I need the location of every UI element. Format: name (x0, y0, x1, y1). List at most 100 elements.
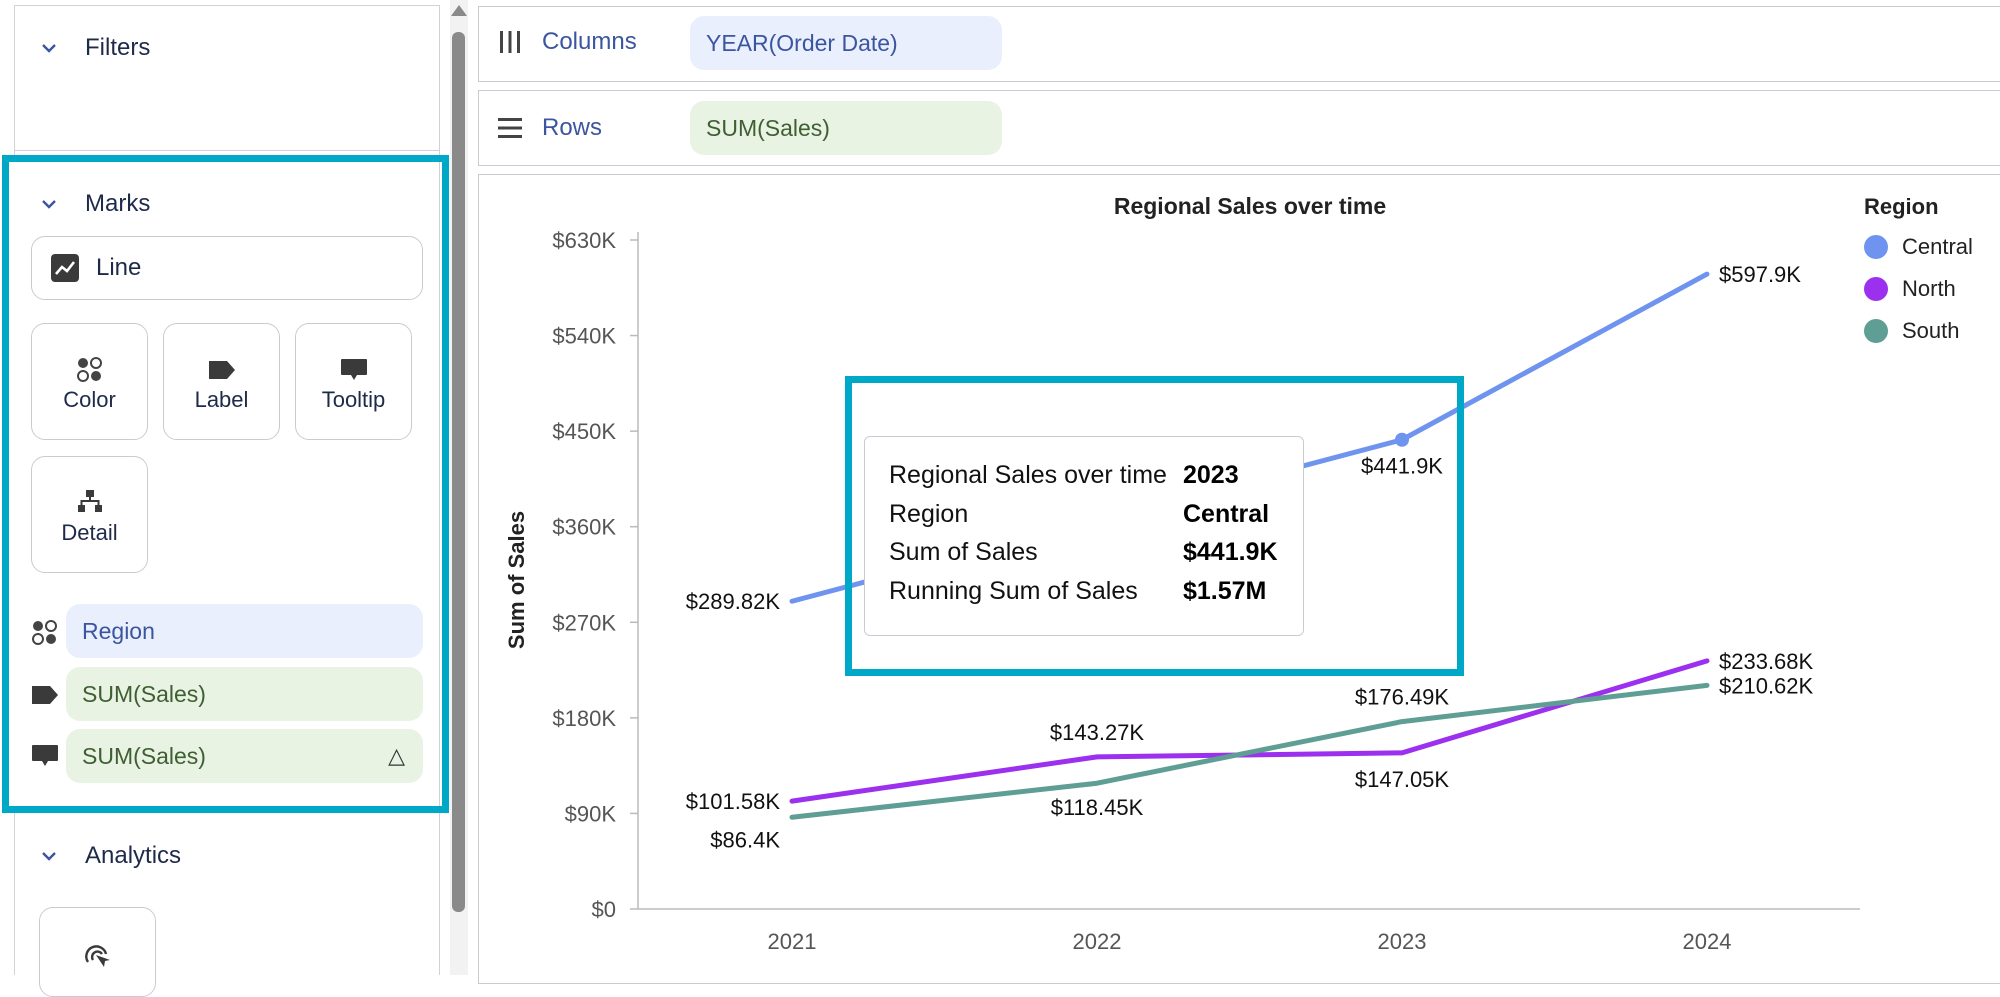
data-label: $118.45K (1051, 795, 1144, 820)
data-tooltip: Regional Sales over time 2023 Region Cen… (864, 436, 1304, 636)
color-dots-icon (77, 357, 102, 382)
tooltip-bubble-icon (32, 745, 58, 766)
x-tick-label: 2023 (1378, 929, 1427, 954)
analytics-header[interactable]: Analytics (38, 838, 338, 874)
y-axis-label: Sum of Sales (504, 511, 529, 649)
detail-card[interactable]: Detail (31, 456, 148, 573)
y-tick-label: $90K (565, 801, 617, 826)
legend-item[interactable]: South (1864, 318, 2000, 344)
tooltip-value: 2023 (1183, 461, 1239, 489)
scrollbar-thumb[interactable] (452, 32, 465, 912)
legend-swatch (1864, 319, 1888, 343)
detail-card-label: Detail (61, 520, 118, 545)
mark-type-dropdown[interactable]: Line (31, 236, 423, 300)
filters-border-top (14, 5, 440, 6)
sales-label-pill[interactable]: SUM(Sales) (66, 667, 423, 721)
region-color-pill[interactable]: Region (66, 604, 423, 658)
data-label: $597.9K (1719, 262, 1801, 287)
y-tick-label: $450K (552, 419, 616, 444)
filters-title: Filters (85, 34, 151, 61)
chart-title: Regional Sales over time (1114, 193, 1386, 219)
columns-icon (500, 31, 520, 53)
legend-item[interactable]: North (1864, 276, 2000, 302)
x-tick-label: 2024 (1683, 929, 1732, 954)
rows-pill[interactable]: SUM(Sales) (690, 101, 1002, 155)
tooltip-key: Running Sum of Sales (889, 577, 1138, 605)
analytics-card[interactable] (39, 907, 156, 997)
y-tick-label: $630K (552, 228, 616, 253)
series-line-north (789, 658, 1710, 804)
chevron-down-icon (42, 44, 56, 53)
axes-layer: $0 $90K $180K $270K $360K $450K $540K $630K 2021… (552, 228, 1860, 954)
y-tick-label: $180K (552, 706, 616, 731)
rows-label: Rows (542, 114, 603, 141)
x-tick-label: 2021 (768, 929, 817, 954)
legend: Region Central North South (1864, 194, 2000, 344)
label-card-label: Label (194, 387, 249, 412)
y-tick-label: $270K (552, 610, 616, 635)
marks-title: Marks (85, 190, 151, 217)
y-tick-label: $360K (552, 515, 616, 540)
color-dots-icon (32, 620, 57, 645)
tooltip-card-label: Tooltip (321, 387, 386, 412)
data-label: $143.27K (1050, 720, 1145, 745)
analytics-icon (85, 945, 110, 967)
analytics-title: Analytics (85, 842, 182, 869)
pill-label: SUM(Sales) (706, 114, 830, 141)
data-label: $210.62K (1719, 673, 1814, 698)
legend-swatch (1864, 277, 1888, 301)
tooltip-value: $441.9K (1183, 538, 1278, 566)
tooltip-key: Region (889, 500, 969, 528)
color-card[interactable]: Color (31, 323, 148, 440)
legend-label: Central (1902, 234, 1973, 259)
columns-label: Columns (542, 28, 637, 55)
tooltip-value: Central (1183, 500, 1270, 528)
sales-tooltip-pill[interactable]: SUM(Sales) △ (66, 729, 423, 783)
label-tag-icon (209, 361, 235, 379)
tooltip-key: Sum of Sales (889, 538, 1038, 566)
data-labels-layer: $289.82K $441.9K $597.9K $101.58K $143.27K $1… (686, 262, 1814, 852)
analytics-border-left (14, 813, 15, 975)
marks-highlight-frame (2, 155, 449, 813)
legend-item[interactable]: Central (1864, 234, 2000, 260)
data-label: $441.9K (1361, 454, 1443, 479)
data-label: $147.05K (1355, 767, 1450, 792)
x-tick-label: 2022 (1073, 929, 1122, 954)
tooltip-bubble-icon (341, 359, 367, 380)
data-label: $233.68K (1719, 649, 1814, 674)
filters-header[interactable]: Filters (38, 30, 338, 66)
chevron-down-icon (42, 852, 56, 861)
series-line-south (789, 682, 1710, 820)
color-card-label: Color (63, 387, 116, 412)
scroll-up-arrow-icon[interactable] (450, 2, 468, 18)
label-tag-icon (32, 686, 58, 704)
pill-label: YEAR(Order Date) (706, 29, 898, 56)
mark-type-label: Line (96, 254, 142, 281)
legend-title: Region (1864, 194, 1939, 219)
filters-border-left (14, 5, 15, 155)
sort-triangle-icon[interactable]: △ (388, 743, 405, 768)
pill-label: SUM(Sales) (82, 680, 206, 707)
highlighted-data-point (1395, 432, 1409, 447)
detail-hierarchy-icon (78, 490, 102, 512)
rows-icon (498, 118, 522, 138)
y-tick-label: $540K (552, 324, 616, 349)
tooltip-value: $1.57M (1183, 577, 1267, 605)
chevron-down-icon (42, 200, 56, 209)
tooltip-key: Regional Sales over time (889, 461, 1167, 489)
pill-label: SUM(Sales) (82, 742, 206, 769)
y-tick-label: $0 (592, 897, 616, 922)
columns-pill[interactable]: YEAR(Order Date) (690, 16, 1002, 70)
marks-header[interactable]: Marks (38, 186, 338, 222)
pill-label: Region (82, 617, 155, 644)
label-card[interactable]: Label (163, 323, 280, 440)
line-chart: Regional Sales over time Sum of Sales $0… (504, 193, 1860, 954)
legend-label: South (1902, 318, 1960, 343)
data-label: $101.58K (686, 789, 781, 814)
legend-label: North (1902, 276, 1956, 301)
line-chart-icon (51, 254, 79, 282)
tooltip-highlight-frame (845, 376, 1464, 676)
data-label: $176.49K (1355, 685, 1450, 710)
tooltip-card[interactable]: Tooltip (295, 323, 412, 440)
data-label: $289.82K (686, 589, 781, 614)
